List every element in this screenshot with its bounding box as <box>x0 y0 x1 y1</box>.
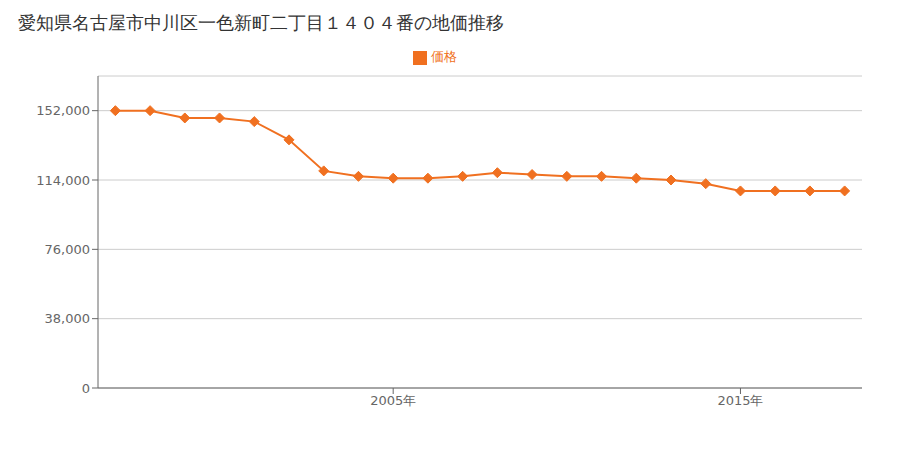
svg-text:0: 0 <box>82 381 90 396</box>
svg-text:152,000: 152,000 <box>36 103 90 118</box>
html-text:価格: 価格 <box>431 49 457 64</box>
svg-text:114,000: 114,000 <box>36 173 90 188</box>
html-text:愛知県名古屋市中川区一色新町二丁目１４０４番の地価推移: 愛知県名古屋市中川区一色新町二丁目１４０４番の地価推移 <box>18 12 504 33</box>
svg-text:76,000: 76,000 <box>45 242 91 257</box>
svg-text:38,000: 38,000 <box>45 311 91 326</box>
svg-text:2005年: 2005年 <box>370 393 416 408</box>
svg-text:2015年: 2015年 <box>717 393 763 408</box>
